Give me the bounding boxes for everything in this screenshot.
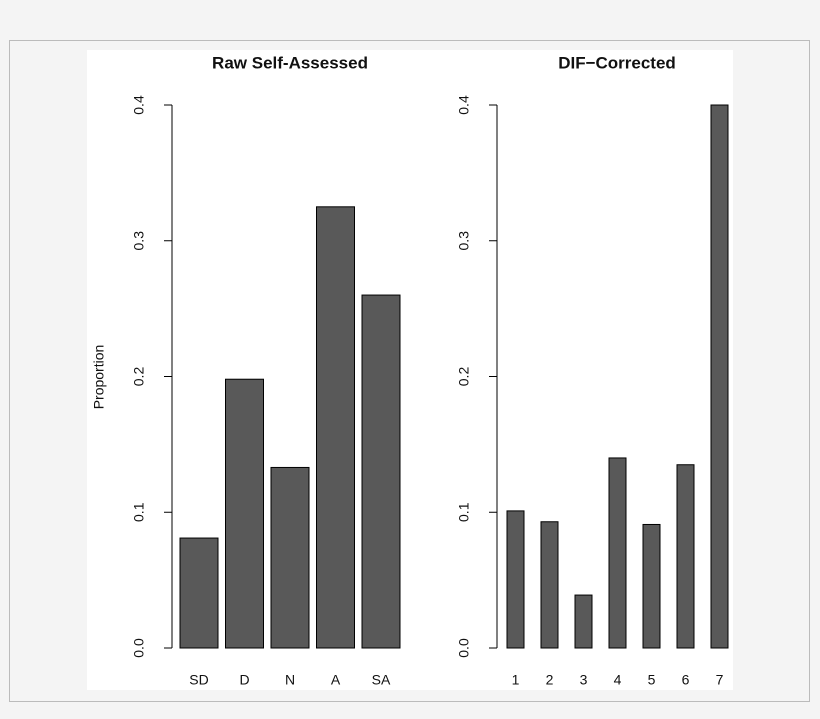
y-tick-label: 0.4 [456, 95, 472, 115]
x-tick-label: D [239, 672, 249, 688]
x-tick-label: SA [372, 672, 391, 688]
bar [574, 594, 593, 649]
chart-title: DIF−Corrected [558, 53, 676, 72]
y-axis-label: Proportion [91, 345, 107, 410]
bar [506, 510, 525, 649]
bar [361, 294, 401, 649]
y-tick-label: 0.0 [456, 638, 472, 658]
x-tick-label: 5 [648, 672, 656, 688]
bar [710, 104, 729, 649]
bar [179, 537, 219, 649]
bar [270, 466, 310, 649]
x-tick-label: A [331, 672, 341, 688]
x-tick-label: 1 [512, 672, 520, 688]
y-tick-label: 0.3 [131, 231, 147, 251]
y-tick-label: 0.2 [131, 367, 147, 387]
x-tick-label: 3 [580, 672, 588, 688]
y-tick-label: 0.0 [131, 638, 147, 658]
bar [225, 378, 264, 649]
y-tick-label: 0.2 [456, 367, 472, 387]
y-tick-label: 0.1 [131, 502, 147, 522]
x-tick-label: 7 [716, 672, 724, 688]
x-tick-label: SD [189, 672, 208, 688]
bar [642, 523, 661, 649]
bar [540, 521, 559, 649]
chart-title: Raw Self-Assessed [212, 53, 368, 72]
y-tick-label: 0.1 [456, 502, 472, 522]
x-tick-label: 6 [682, 672, 690, 688]
y-tick-label: 0.4 [131, 95, 147, 115]
x-tick-label: 4 [614, 672, 622, 688]
bar [676, 464, 695, 649]
x-tick-label: N [285, 672, 295, 688]
bar [608, 457, 627, 649]
x-tick-label: 2 [546, 672, 554, 688]
bar [316, 206, 355, 649]
y-tick-label: 0.3 [456, 231, 472, 251]
